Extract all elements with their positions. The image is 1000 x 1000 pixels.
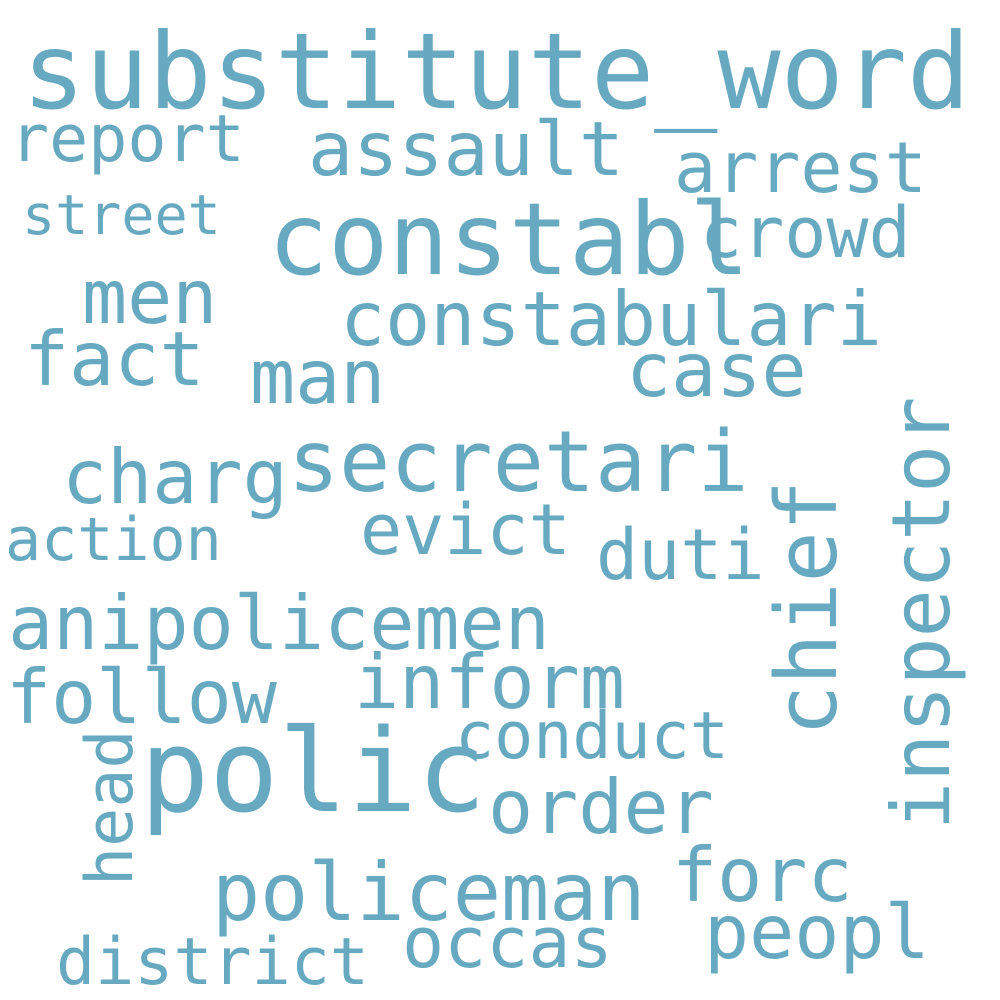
word-charg: charg xyxy=(62,433,288,521)
word-order: order xyxy=(488,763,714,851)
word-case: case xyxy=(626,326,807,414)
word-chief: chief xyxy=(758,480,857,736)
word-action: action xyxy=(5,505,222,575)
word-substitute-word: substitute_word xyxy=(22,11,971,133)
word-man: man xyxy=(250,333,386,421)
word-occas: occas xyxy=(402,902,613,984)
word-policeman: policeman xyxy=(212,846,646,939)
word-street: street xyxy=(22,183,221,247)
word-fact: fact xyxy=(24,315,205,403)
word-inform: inform xyxy=(354,638,625,726)
word-duti: duti xyxy=(596,514,765,596)
word-district: district xyxy=(56,925,370,1000)
word-crowd: crowd xyxy=(700,192,911,274)
word-anipolicemen: anipolicemen xyxy=(8,579,550,667)
word-constabl: constabl xyxy=(268,181,750,298)
word-polic: polic xyxy=(140,705,487,839)
word-head: head xyxy=(73,729,148,886)
word-evict: evict xyxy=(360,489,571,571)
word-report: report xyxy=(10,102,245,177)
word-secretari: secretari xyxy=(288,413,749,512)
word-conduct: conduct xyxy=(455,699,729,774)
word-men: men xyxy=(82,253,218,341)
word-follow: follow xyxy=(6,653,277,741)
word-arrest: arrest xyxy=(674,127,927,209)
word-constabulari: constabulari xyxy=(340,275,882,363)
word-peopl: peopl xyxy=(704,888,930,976)
word-inspector: inspector xyxy=(875,396,968,830)
word-assault: assault xyxy=(308,105,625,193)
word-forc: forc xyxy=(672,831,853,919)
